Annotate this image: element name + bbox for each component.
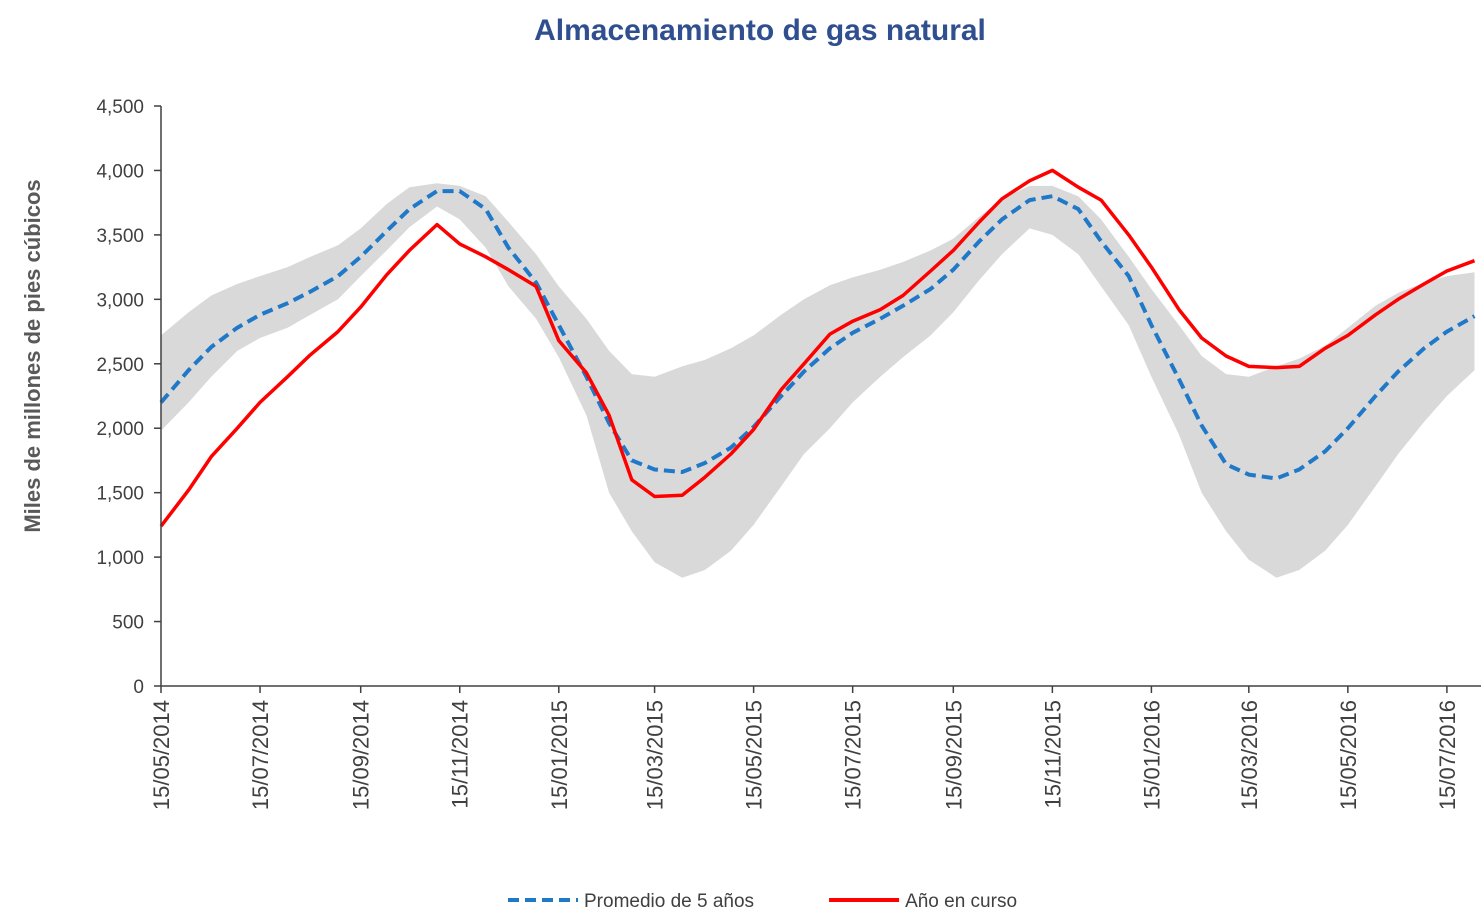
x-tick-label: 15/05/2015 [742, 700, 767, 810]
y-axis-title: Miles de millones de pies cúbicos [20, 179, 45, 532]
y-tick-label: 3,000 [96, 290, 144, 311]
y-tick-label: 4,500 [96, 97, 144, 118]
x-tick-label: 15/01/2015 [547, 700, 572, 810]
x-tick-label: 15/01/2016 [1139, 700, 1164, 810]
x-tick-label: 15/11/2015 [1040, 700, 1065, 808]
y-tick-label: 2,000 [96, 419, 144, 440]
x-tick-label: 15/11/2014 [448, 700, 473, 808]
y-tick-label: 1,000 [96, 548, 144, 569]
y-tick-label: 2,500 [96, 355, 144, 376]
y-tick-label: 4,000 [96, 161, 144, 182]
y-tick-label: 500 [112, 613, 144, 634]
data-line [159, 168, 1476, 528]
y-tick-label: 0 [133, 677, 144, 698]
range-area [161, 183, 1475, 578]
data-line [159, 189, 1476, 481]
chart-title: Almacenamiento de gas natural [534, 14, 986, 47]
x-tick-label: 15/09/2014 [349, 700, 374, 810]
x-tick-label: 15/07/2015 [841, 700, 866, 810]
y-tick-label: 3,500 [96, 226, 144, 247]
x-tick-label: 15/07/2016 [1435, 700, 1460, 810]
x-tick-label: 15/07/2014 [248, 700, 273, 810]
legend-label: Promedio de 5 años [584, 891, 754, 912]
x-tick-label: 15/05/2016 [1336, 700, 1361, 810]
x-tick-label: 15/05/2014 [149, 700, 174, 810]
x-tick-label: 15/03/2016 [1237, 700, 1262, 810]
legend-label: Año en curso [905, 891, 1017, 912]
x-tick-label: 15/09/2015 [941, 700, 966, 810]
x-tick-label: 15/03/2015 [643, 700, 668, 810]
y-tick-label: 1,500 [96, 484, 144, 505]
